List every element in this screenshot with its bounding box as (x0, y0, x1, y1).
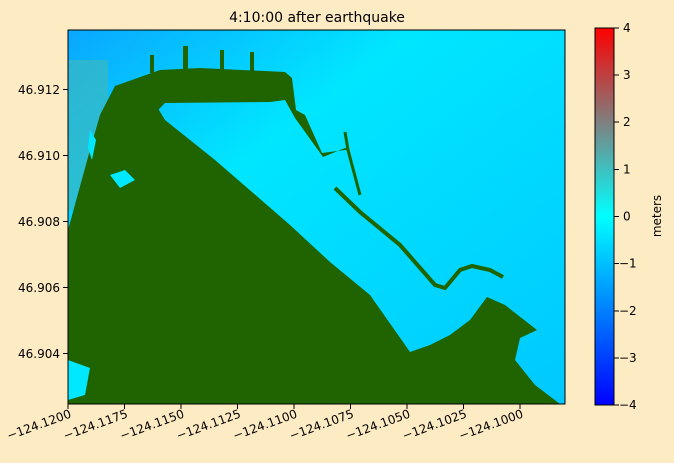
plot-area (67, 29, 566, 405)
pier (183, 46, 188, 72)
jetty-spur (343, 131, 362, 196)
x-tick-label: −124.1150 (118, 407, 186, 443)
colorbar-tick-label: 2 (623, 115, 631, 129)
breakwater (115, 68, 350, 157)
colorbar-tick-label: 0 (623, 210, 631, 224)
colorbar-tick-label: 1 (623, 163, 631, 177)
colorbar-tick-label: 4 (623, 21, 631, 35)
channel (88, 130, 96, 160)
pier (220, 50, 224, 72)
y-tick-label: 46.912 (18, 83, 60, 97)
chart-title: 4:10:00 after earthquake (229, 10, 405, 26)
jetty (333, 186, 504, 291)
x-tick-label: −124.1175 (61, 407, 129, 443)
pier (150, 55, 154, 73)
colorbar-tick-label: −1 (619, 257, 637, 271)
x-tick-label: −124.1100 (231, 407, 299, 443)
channel (68, 360, 90, 400)
colorbar-tick-label: 3 (623, 68, 631, 82)
x-tick-label: −124.1075 (287, 407, 355, 443)
land-mass (68, 80, 560, 404)
axes-frame (67, 29, 566, 405)
y-tick-label: 46.904 (18, 347, 60, 361)
pier (250, 52, 254, 72)
colorbar-tick-label: −3 (619, 351, 637, 365)
colorbar-tick-label: −4 (619, 398, 637, 412)
y-tick-label: 46.910 (18, 149, 60, 163)
x-tick-label: −124.1050 (344, 407, 412, 443)
x-tick-label: −124.1200 (5, 407, 73, 443)
colorbar-tick-label: −2 (619, 304, 637, 318)
channel (110, 170, 135, 188)
colorbar-label: meters (650, 195, 664, 237)
y-tick-label: 46.906 (18, 281, 60, 295)
y-tick-label: 46.908 (18, 215, 60, 229)
x-tick-label: −124.1125 (174, 407, 242, 443)
x-tick-label: −124.1000 (457, 407, 525, 443)
y-axis: 46.904 46.906 46.908 46.910 46.912 (18, 83, 68, 361)
colorbar: 4 3 2 1 0 −1 −2 −3 −4 meters (594, 21, 664, 412)
colorbar-gradient (594, 27, 615, 406)
x-axis: −124.1200 −124.1175 −124.1150 −124.1125 … (5, 404, 525, 443)
x-tick-label: −124.1025 (400, 407, 468, 443)
